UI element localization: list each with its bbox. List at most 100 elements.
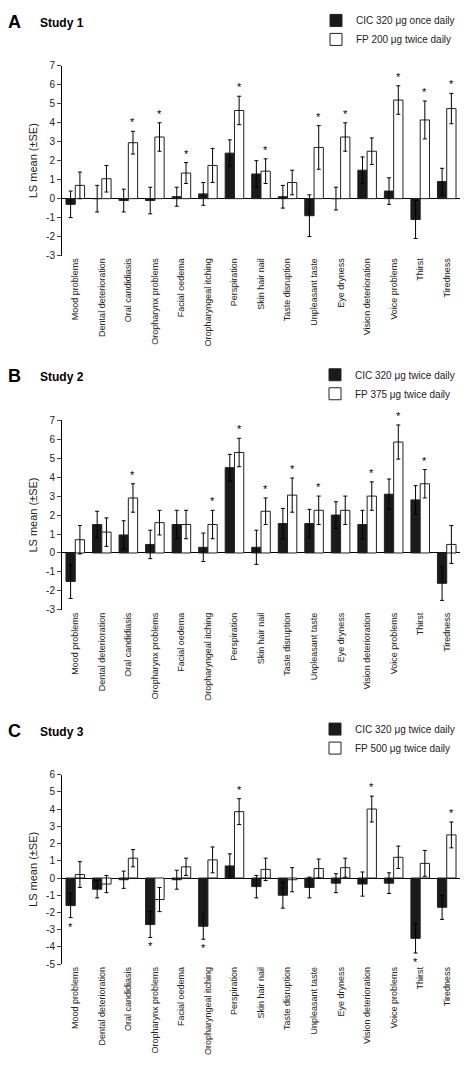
svg-text:2: 2 <box>49 838 55 849</box>
svg-text:*: * <box>148 940 153 952</box>
svg-text:-1: -1 <box>46 566 55 577</box>
svg-text:-1: -1 <box>46 890 55 901</box>
svg-text:*: * <box>68 921 73 933</box>
svg-text:LS mean (±SE): LS mean (±SE) <box>27 477 39 552</box>
svg-text:1: 1 <box>49 529 55 540</box>
svg-text:6: 6 <box>49 79 55 90</box>
svg-text:Thirst: Thirst <box>415 258 425 281</box>
svg-text:*: * <box>413 956 418 968</box>
svg-text:*: * <box>449 807 454 819</box>
svg-text:LS mean (±SE): LS mean (±SE) <box>27 123 39 198</box>
svg-text:6: 6 <box>49 769 55 780</box>
svg-text:4: 4 <box>49 804 55 815</box>
svg-text:*: * <box>157 108 162 120</box>
svg-text:*: * <box>237 784 242 796</box>
svg-text:Facial oedema: Facial oedema <box>176 258 186 317</box>
svg-text:-3: -3 <box>46 604 55 615</box>
svg-text:Dental deterioration: Dental deterioration <box>97 613 107 692</box>
svg-text:Tiredness: Tiredness <box>442 612 452 652</box>
svg-text:Facial oedema: Facial oedema <box>176 967 186 1026</box>
svg-text:Taste disruption: Taste disruption <box>282 967 292 1030</box>
svg-text:7: 7 <box>49 415 55 426</box>
svg-text:Oral candidiasis: Oral candidiasis <box>123 612 133 677</box>
svg-text:Taste disruption: Taste disruption <box>282 258 292 321</box>
svg-text:5: 5 <box>49 453 55 464</box>
svg-text:*: * <box>130 469 135 481</box>
svg-text:*: * <box>263 144 268 156</box>
svg-text:7: 7 <box>49 60 55 71</box>
svg-text:-5: -5 <box>46 959 55 970</box>
svg-text:0: 0 <box>49 547 55 558</box>
svg-text:Oropharynx problems: Oropharynx problems <box>150 258 160 345</box>
svg-text:-3: -3 <box>46 250 55 261</box>
svg-text:Unpleasant taste: Unpleasant taste <box>309 258 319 326</box>
svg-text:3: 3 <box>49 821 55 832</box>
svg-text:Eye dryness: Eye dryness <box>336 967 346 1017</box>
svg-text:*: * <box>449 78 454 90</box>
svg-text:*: * <box>237 423 242 435</box>
svg-text:Study 1: Study 1 <box>40 16 84 30</box>
svg-text:Dental deterioration: Dental deterioration <box>97 967 107 1046</box>
svg-text:Skin hair nail: Skin hair nail <box>256 258 266 310</box>
svg-text:-1: -1 <box>46 212 55 223</box>
svg-text:Mood problems: Mood problems <box>70 612 80 675</box>
svg-text:Facial oedema: Facial oedema <box>176 613 186 672</box>
svg-text:-4: -4 <box>46 941 55 952</box>
svg-text:Tiredness: Tiredness <box>442 258 452 298</box>
svg-text:Thirst: Thirst <box>415 967 425 990</box>
svg-text:*: * <box>396 71 401 83</box>
svg-text:Mood problems: Mood problems <box>70 967 80 1030</box>
svg-text:C: C <box>8 721 21 741</box>
svg-text:Oropharynx problems: Oropharynx problems <box>150 967 160 1054</box>
svg-text:*: * <box>263 483 268 495</box>
svg-text:3: 3 <box>49 136 55 147</box>
svg-text:5: 5 <box>49 786 55 797</box>
svg-text:Oral candidiasis: Oral candidiasis <box>123 258 133 323</box>
svg-text:Oropharynx problems: Oropharynx problems <box>150 612 160 699</box>
svg-text:Perspiration: Perspiration <box>229 967 239 1015</box>
svg-text:Taste disruption: Taste disruption <box>282 613 292 676</box>
svg-text:Unpleasant taste: Unpleasant taste <box>309 613 319 681</box>
svg-text:CIC 320 μg twice daily: CIC 320 μg twice daily <box>355 370 455 381</box>
svg-text:CIC 320 μg once daily: CIC 320 μg once daily <box>356 15 455 26</box>
svg-text:Vision deterioration: Vision deterioration <box>362 613 372 690</box>
svg-text:Vision deterioration: Vision deterioration <box>362 967 372 1044</box>
svg-text:3: 3 <box>49 491 55 502</box>
svg-text:Oropharyngeal itching: Oropharyngeal itching <box>203 613 213 701</box>
svg-text:0: 0 <box>49 193 55 204</box>
svg-text:*: * <box>396 410 401 422</box>
svg-text:Study 3: Study 3 <box>40 725 84 739</box>
svg-text:Mood problems: Mood problems <box>70 258 80 321</box>
svg-text:0: 0 <box>49 873 55 884</box>
svg-text:*: * <box>290 463 295 475</box>
svg-text:LS mean (±SE): LS mean (±SE) <box>27 832 39 907</box>
svg-text:6: 6 <box>49 434 55 445</box>
svg-text:*: * <box>343 108 348 120</box>
svg-text:Oropharyngeal itching: Oropharyngeal itching <box>203 258 213 346</box>
svg-text:*: * <box>237 81 242 93</box>
svg-text:Tiredness: Tiredness <box>442 967 452 1007</box>
svg-text:2: 2 <box>49 510 55 521</box>
svg-text:Eye dryness: Eye dryness <box>336 612 346 662</box>
svg-text:Oral candidiasis: Oral candidiasis <box>123 967 133 1032</box>
svg-text:Thirst: Thirst <box>415 612 425 635</box>
svg-text:Oropharyngeal itching: Oropharyngeal itching <box>203 967 213 1055</box>
svg-text:FP 375 μg twice daily: FP 375 μg twice daily <box>355 389 450 400</box>
svg-text:-3: -3 <box>46 924 55 935</box>
svg-text:Eye dryness: Eye dryness <box>336 258 346 308</box>
svg-text:Voice problems: Voice problems <box>389 258 399 320</box>
svg-text:*: * <box>369 781 374 793</box>
svg-text:1: 1 <box>49 174 55 185</box>
svg-text:-2: -2 <box>46 585 55 596</box>
svg-text:*: * <box>184 148 189 160</box>
svg-text:Voice problems: Voice problems <box>389 967 399 1029</box>
svg-text:FP 500 μg twice daily: FP 500 μg twice daily <box>355 743 450 754</box>
svg-text:*: * <box>422 86 427 98</box>
svg-text:Skin hair nail: Skin hair nail <box>256 967 266 1019</box>
svg-text:*: * <box>130 116 135 128</box>
svg-text:Voice problems: Voice problems <box>389 612 399 674</box>
svg-text:*: * <box>316 111 321 123</box>
svg-text:*: * <box>422 455 427 467</box>
svg-text:Perspiration: Perspiration <box>229 258 239 306</box>
svg-text:1: 1 <box>49 855 55 866</box>
